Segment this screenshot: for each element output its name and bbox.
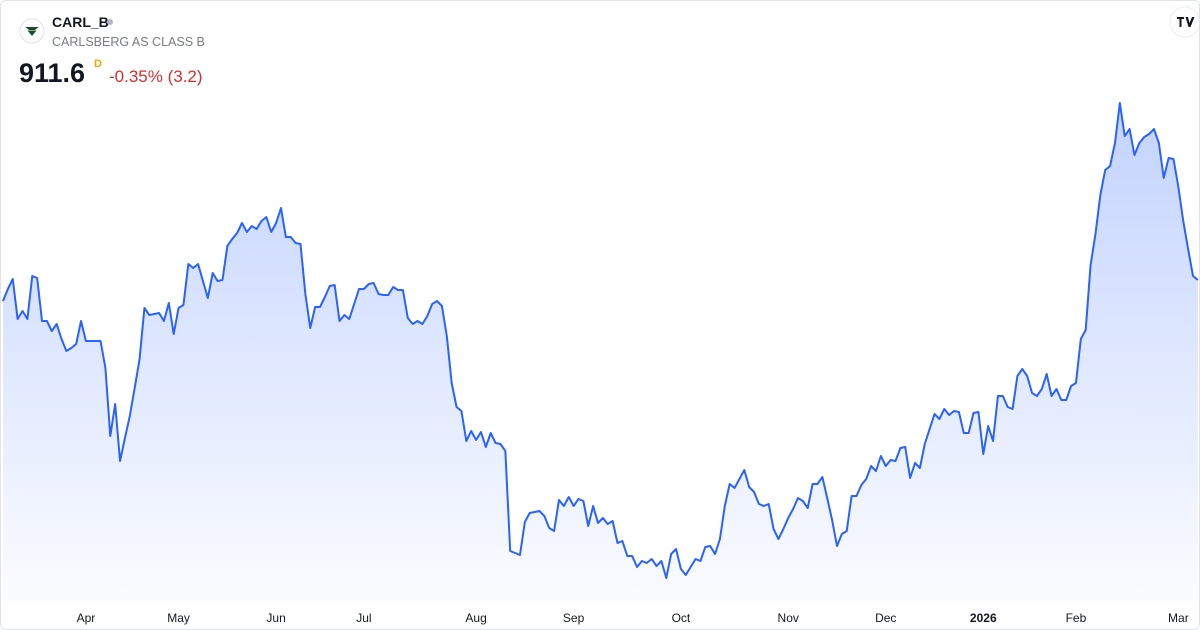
x-tick-label: Apr <box>77 611 96 625</box>
x-tick-label: Aug <box>465 611 486 625</box>
x-tick-label: Nov <box>778 611 799 625</box>
logo-badge[interactable] <box>1169 6 1199 38</box>
header: CARL_B CARLSBERG AS CLASS B 911.6 D -0.3… <box>19 14 205 88</box>
x-tick-label: Oct <box>672 611 691 625</box>
x-tick-label: Feb <box>1066 611 1087 625</box>
x-tick-label: May <box>167 611 190 625</box>
x-tick-label: Dec <box>875 611 896 625</box>
logo-mark <box>1177 17 1195 27</box>
price-line <box>2 102 1199 579</box>
status-dot <box>107 19 113 25</box>
interval: D <box>94 58 102 70</box>
symbol[interactable]: CARL_B <box>52 14 109 30</box>
x-axis: Apr May Jun Jul Aug Sep Oct Nov Dec 2026 Feb Mar <box>77 611 1189 625</box>
tv-logo[interactable] <box>1169 6 1199 38</box>
x-tick-label: Sep <box>563 611 585 625</box>
area-fill <box>3 103 1198 601</box>
plot-area <box>2 102 1199 601</box>
x-tick-label: 2026 <box>970 611 997 625</box>
x-tick-label: Jun <box>266 611 285 625</box>
price: 911.6 <box>19 58 85 88</box>
price-change: -0.35% (3.2) <box>109 67 203 86</box>
x-tick-label: Jul <box>356 611 371 625</box>
symbol-name: CARLSBERG AS CLASS B <box>52 35 205 49</box>
logo-icon <box>25 27 39 36</box>
x-tick-label: Mar <box>1168 611 1189 625</box>
